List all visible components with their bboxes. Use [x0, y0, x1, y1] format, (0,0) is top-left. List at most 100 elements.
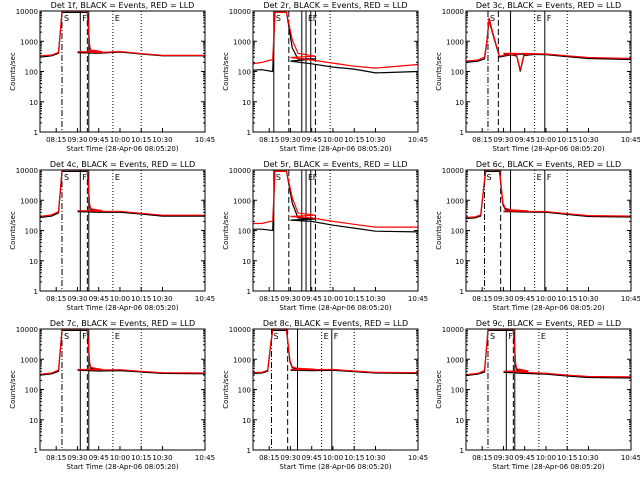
- series-line-lld: [465, 328, 632, 378]
- x-tick-label: 09:45: [89, 295, 109, 303]
- x-tick-label: 09:45: [89, 454, 109, 462]
- x-tick-label: 10:45: [408, 454, 428, 462]
- panel-title: Det 6c, BLACK = Events, RED = LLD: [476, 160, 621, 169]
- series-line-lld: [39, 169, 205, 218]
- x-tick-label: 10:15: [344, 136, 364, 144]
- x-tick-label: 10:15: [344, 295, 364, 303]
- y-tick-label: 1: [247, 447, 251, 455]
- x-tick-label: 10:00: [536, 136, 556, 144]
- y-tick-label: 1000: [20, 38, 38, 46]
- panel-title: Det 1f, BLACK = Events, RED = LLD: [51, 1, 195, 10]
- y-tick-label: 100: [451, 387, 464, 395]
- y-axis-title: Counts/sec: [222, 211, 230, 250]
- marker-flag-f: F: [547, 14, 552, 23]
- x-axis-title: Start Time (28-Apr-06 08:05:20): [279, 145, 391, 153]
- x-tick-label: 10:45: [195, 454, 215, 462]
- plot-frame: [465, 328, 632, 451]
- y-tick-label: 1: [247, 129, 251, 137]
- y-tick-label: 100: [451, 228, 464, 236]
- x-tick-label: 10:00: [110, 454, 130, 462]
- y-tick-label: 10000: [229, 326, 251, 334]
- x-tick-label: 10:30: [152, 136, 172, 144]
- y-tick-label: 1000: [233, 356, 251, 364]
- y-tick-label: 10000: [442, 8, 464, 16]
- marker-flag-f: F: [547, 173, 552, 182]
- marker-flag-s: S: [276, 14, 281, 23]
- x-tick-label: 10:00: [323, 136, 343, 144]
- y-tick-label: 100: [238, 387, 251, 395]
- plot-frame: [252, 169, 419, 292]
- x-tick-label: 09:30: [493, 295, 513, 303]
- y-tick-label: 100: [25, 228, 38, 236]
- chart-panel-4: Det 4c, BLACK = Events, RED = LLD S F E 1 10 1…: [9, 160, 215, 312]
- panel-title: Det 9c, BLACK = Events, RED = LLD: [476, 319, 621, 328]
- x-tick-label: 10:45: [195, 295, 215, 303]
- chart-panel-2: Det 2r, BLACK = Events, RED = LLD S FE 1 10 1…: [222, 1, 428, 153]
- marker-flag-s: S: [487, 173, 492, 182]
- y-tick-label: 10: [29, 99, 38, 107]
- x-tick-label: 10:15: [344, 454, 364, 462]
- x-tick-label: 09:45: [302, 295, 322, 303]
- x-tick-label: 08:15: [259, 295, 279, 303]
- y-axis-title: Counts/sec: [435, 211, 443, 250]
- x-tick-label: 10:00: [536, 454, 556, 462]
- marker-flag-f: F: [508, 332, 513, 341]
- y-tick-label: 10: [242, 258, 251, 266]
- plot-frame: [252, 328, 419, 451]
- y-tick-label: 10: [455, 99, 464, 107]
- y-tick-label: 10: [242, 417, 251, 425]
- chart-panel-9: Det 9c, BLACK = Events, RED = LLD S F E 1 10 1…: [435, 319, 640, 471]
- y-tick-label: 1: [34, 447, 38, 455]
- y-axis-title: Counts/sec: [435, 370, 443, 409]
- y-tick-label: 10000: [229, 167, 251, 175]
- x-tick-label: 10:00: [536, 295, 556, 303]
- chart-panel-6: Det 6c, BLACK = Events, RED = LLD S FE 1 10 1…: [435, 160, 640, 312]
- x-tick-label: 09:30: [67, 295, 87, 303]
- chart-panel-7: Det 7c, BLACK = Events, RED = LLD S F E 1 10 1…: [9, 319, 215, 471]
- marker-flag-e: E: [541, 332, 546, 341]
- x-tick-label: 08:15: [472, 454, 492, 462]
- x-tick-label: 09:30: [493, 136, 513, 144]
- marker-flag-e: E: [115, 14, 120, 23]
- x-tick-label: 10:30: [365, 295, 385, 303]
- x-tick-label: 08:15: [259, 454, 279, 462]
- x-tick-label: 10:30: [578, 295, 598, 303]
- x-tick-label: 09:45: [302, 454, 322, 462]
- y-tick-label: 1: [247, 288, 251, 296]
- x-tick-label: 08:15: [46, 136, 66, 144]
- plot-frame: [465, 169, 632, 292]
- marker-flag-e: E: [115, 173, 120, 182]
- panel-title: Det 4c, BLACK = Events, RED = LLD: [50, 160, 195, 169]
- series-line-lld: [253, 170, 418, 228]
- panel-title: Det 3c, BLACK = Events, RED = LLD: [476, 1, 621, 10]
- x-tick-label: 10:30: [152, 295, 172, 303]
- x-tick-label: 10:15: [557, 295, 577, 303]
- marker-flag-s: S: [276, 173, 281, 182]
- x-tick-label: 10:45: [621, 295, 640, 303]
- marker-flag-s: S: [274, 332, 279, 341]
- y-tick-label: 1000: [446, 197, 464, 205]
- x-tick-label: 10:00: [323, 295, 343, 303]
- x-tick-label: 09:30: [67, 136, 87, 144]
- panel-title: Det 5r, BLACK = Events, RED = LLD: [263, 160, 407, 169]
- y-tick-label: 10: [29, 258, 38, 266]
- x-tick-label: 09:45: [515, 136, 535, 144]
- x-tick-label: 09:30: [493, 454, 513, 462]
- plot-frame: [39, 10, 206, 133]
- y-tick-label: 100: [238, 69, 251, 77]
- x-axis-title: Start Time (28-Apr-06 08:05:20): [66, 304, 178, 312]
- x-tick-label: 10:45: [408, 136, 428, 144]
- series-line-lld: [39, 10, 205, 57]
- chart-panel-8: Det 8c, BLACK = Events, RED = LLD S FE 1 10 1…: [222, 319, 428, 471]
- x-tick-label: 08:15: [259, 136, 279, 144]
- chart-panel-1: Det 1f, BLACK = Events, RED = LLD S F E 1 10 1…: [9, 1, 215, 153]
- marker-flag-e: E: [308, 173, 313, 182]
- y-axis-title: Counts/sec: [9, 370, 17, 409]
- y-tick-label: 10000: [442, 326, 464, 334]
- x-tick-label: 10:30: [365, 136, 385, 144]
- x-tick-label: 10:30: [152, 454, 172, 462]
- y-tick-label: 1000: [446, 38, 464, 46]
- chart-panel-3: Det 3c, BLACK = Events, RED = LLD S FE 1 10 1…: [435, 1, 640, 153]
- x-tick-label: 10:15: [131, 136, 151, 144]
- y-tick-label: 100: [238, 228, 251, 236]
